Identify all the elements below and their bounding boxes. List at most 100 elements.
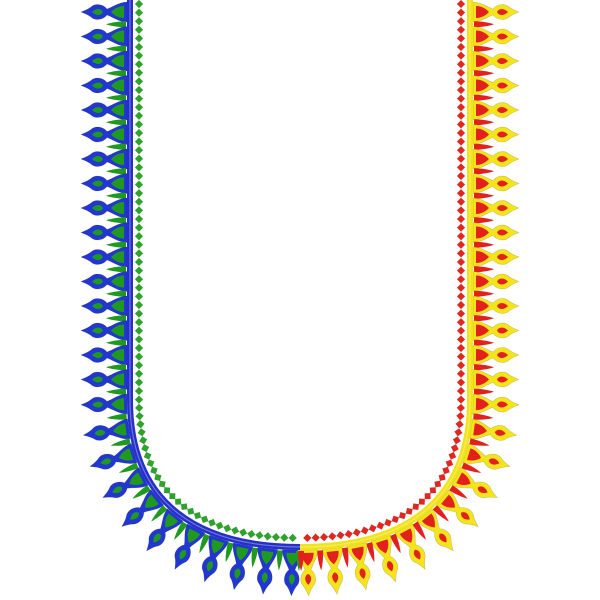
leaf-motif [472,173,520,194]
diamond-stitch [146,459,155,468]
diamond-stitch [450,443,459,453]
diamond-stitch [456,154,466,164]
diamond-stitch [193,511,202,520]
diamond-stitch [134,274,144,284]
teardrop-accent [106,94,127,101]
leaf-motif [80,124,128,145]
diamond-stitch [134,283,144,293]
teardrop-accent [474,70,494,77]
diamond-stitch [311,533,321,542]
teardrop-accent [106,413,127,420]
diamond-stitch [456,137,466,146]
diamond-stitch [438,473,446,482]
diamond-stitch [134,395,144,404]
diamond-stitch [279,533,289,542]
teardrop-accent [106,364,126,371]
teardrop-accent [106,290,126,297]
diamond-stitch [456,77,466,86]
diamond-stitch [134,240,144,250]
diamond-stitch [163,486,171,494]
diamond-stitch [134,317,144,327]
leaf-motif [89,443,138,470]
diamond-stitch [134,8,144,17]
leaf-motif [80,26,128,47]
diamond-stitch [376,521,385,530]
leaf-motif [80,369,128,390]
diamond-stitch [452,436,462,445]
diamond-stitch [456,378,466,387]
diamond-stitch [134,326,144,336]
leaf-motif [346,542,371,591]
diamond-stitch [360,526,370,535]
teardrop-accent [474,192,494,199]
diamond-stitch [134,34,144,43]
leaf-motif [201,534,230,583]
leaf-motif [80,295,128,317]
diamond-stitch [135,411,144,421]
diamond-stitch [424,493,431,500]
teardrop-accent [199,533,210,554]
diamond-stitch [134,25,144,35]
diamond-stitch [456,352,466,361]
leaf-motif [472,50,520,72]
leaf-motif [469,418,518,441]
diamond-stitch [434,480,442,488]
diamond-stitch [398,511,407,520]
diamond-stitch [134,128,144,138]
diamond-stitch [187,507,195,515]
diamond-stitch [134,94,144,103]
left-diamond-row [134,0,298,543]
diamond-stitch [134,335,144,344]
diamond-stitch [456,25,466,35]
leaf-motif [370,534,399,583]
teardrop-accent [106,217,127,224]
leaf-motif [394,523,426,570]
diamond-stitch [352,528,362,537]
teardrop-accent [106,266,126,273]
leaf-motif [472,246,520,268]
diamond-stitch [456,197,466,207]
leaf-motif [80,320,128,341]
diamond-stitch [456,257,466,267]
diamond-stitch [456,317,466,327]
diamond-stitch [255,531,264,540]
leaf-motif [80,222,128,243]
teardrop-accent [251,547,259,568]
diamond-stitch [456,343,466,353]
diamond-stitch [134,120,144,129]
diamond-stitch [405,507,413,515]
diamond-stitch [448,451,457,460]
diamond-stitch [271,532,281,542]
diamond-stitch [174,498,182,505]
teardrop-accent [412,521,426,540]
diamond-stitch [456,326,466,336]
teardrop-accent [174,521,188,540]
leaf-motif [462,443,511,470]
teardrop-accent [474,94,494,101]
diamond-stitch [134,386,144,396]
leaf-motif [472,271,520,292]
left-motifs [80,1,303,597]
teardrop-accent [474,217,494,224]
diamond-stitch [456,188,466,198]
leaf-motif [472,1,520,23]
diamond-stitch [456,68,466,78]
diamond-stitch [134,51,144,60]
left-border-line-highlight [129,0,301,548]
teardrop-accent [474,290,494,297]
leaf-motif [121,489,165,528]
diamond-stitch [456,223,466,232]
diamond-stitch [456,386,466,396]
teardrop-accent [106,168,127,175]
diamond-stitch [134,59,144,69]
teardrop-accent [390,533,401,554]
diamond-stitch [134,257,144,267]
diamond-stitch [456,163,466,172]
teardrop-accent [473,413,494,420]
teardrop-accent [474,45,495,52]
leaf-motif [80,344,128,366]
diamond-stitch [134,223,144,232]
diamond-stitch [134,206,144,215]
teardrop-accent [118,462,139,473]
